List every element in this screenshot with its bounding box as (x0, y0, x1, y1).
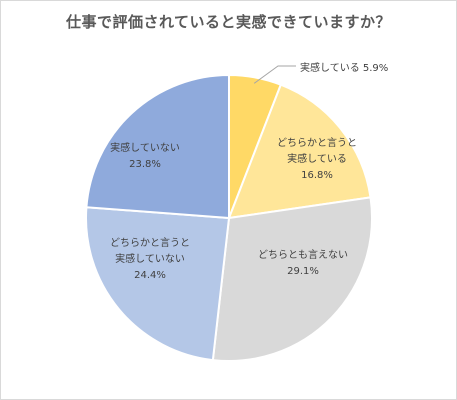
data-label-jikkan-shiteiru: 実感している 5.9% (300, 61, 388, 74)
chart-title: 仕事で評価されていると実感できていますか？ (65, 13, 392, 31)
pie-slice-dochiraka-jikkan-shiteinai (85, 206, 231, 362)
data-label-dochiraka-jikkan-shiteinai: どちらかと言うと実感していない 24.4% (110, 236, 190, 281)
pie-slice-dochiraka-jikkan (227, 83, 372, 220)
data-label-dochiraka-jikkan: どちらかと言うと実感している 16.8% (277, 136, 357, 181)
data-label-dochiratomo: どちらとも言えない 29.1% (258, 248, 348, 277)
leader-line (253, 65, 296, 84)
pie-slice-dochiratomo (211, 196, 373, 362)
data-label-jikkan-shiteinai: 実感していない 23.8% (110, 141, 180, 170)
pie-slice-jikkan-shiteinai (85, 73, 230, 220)
